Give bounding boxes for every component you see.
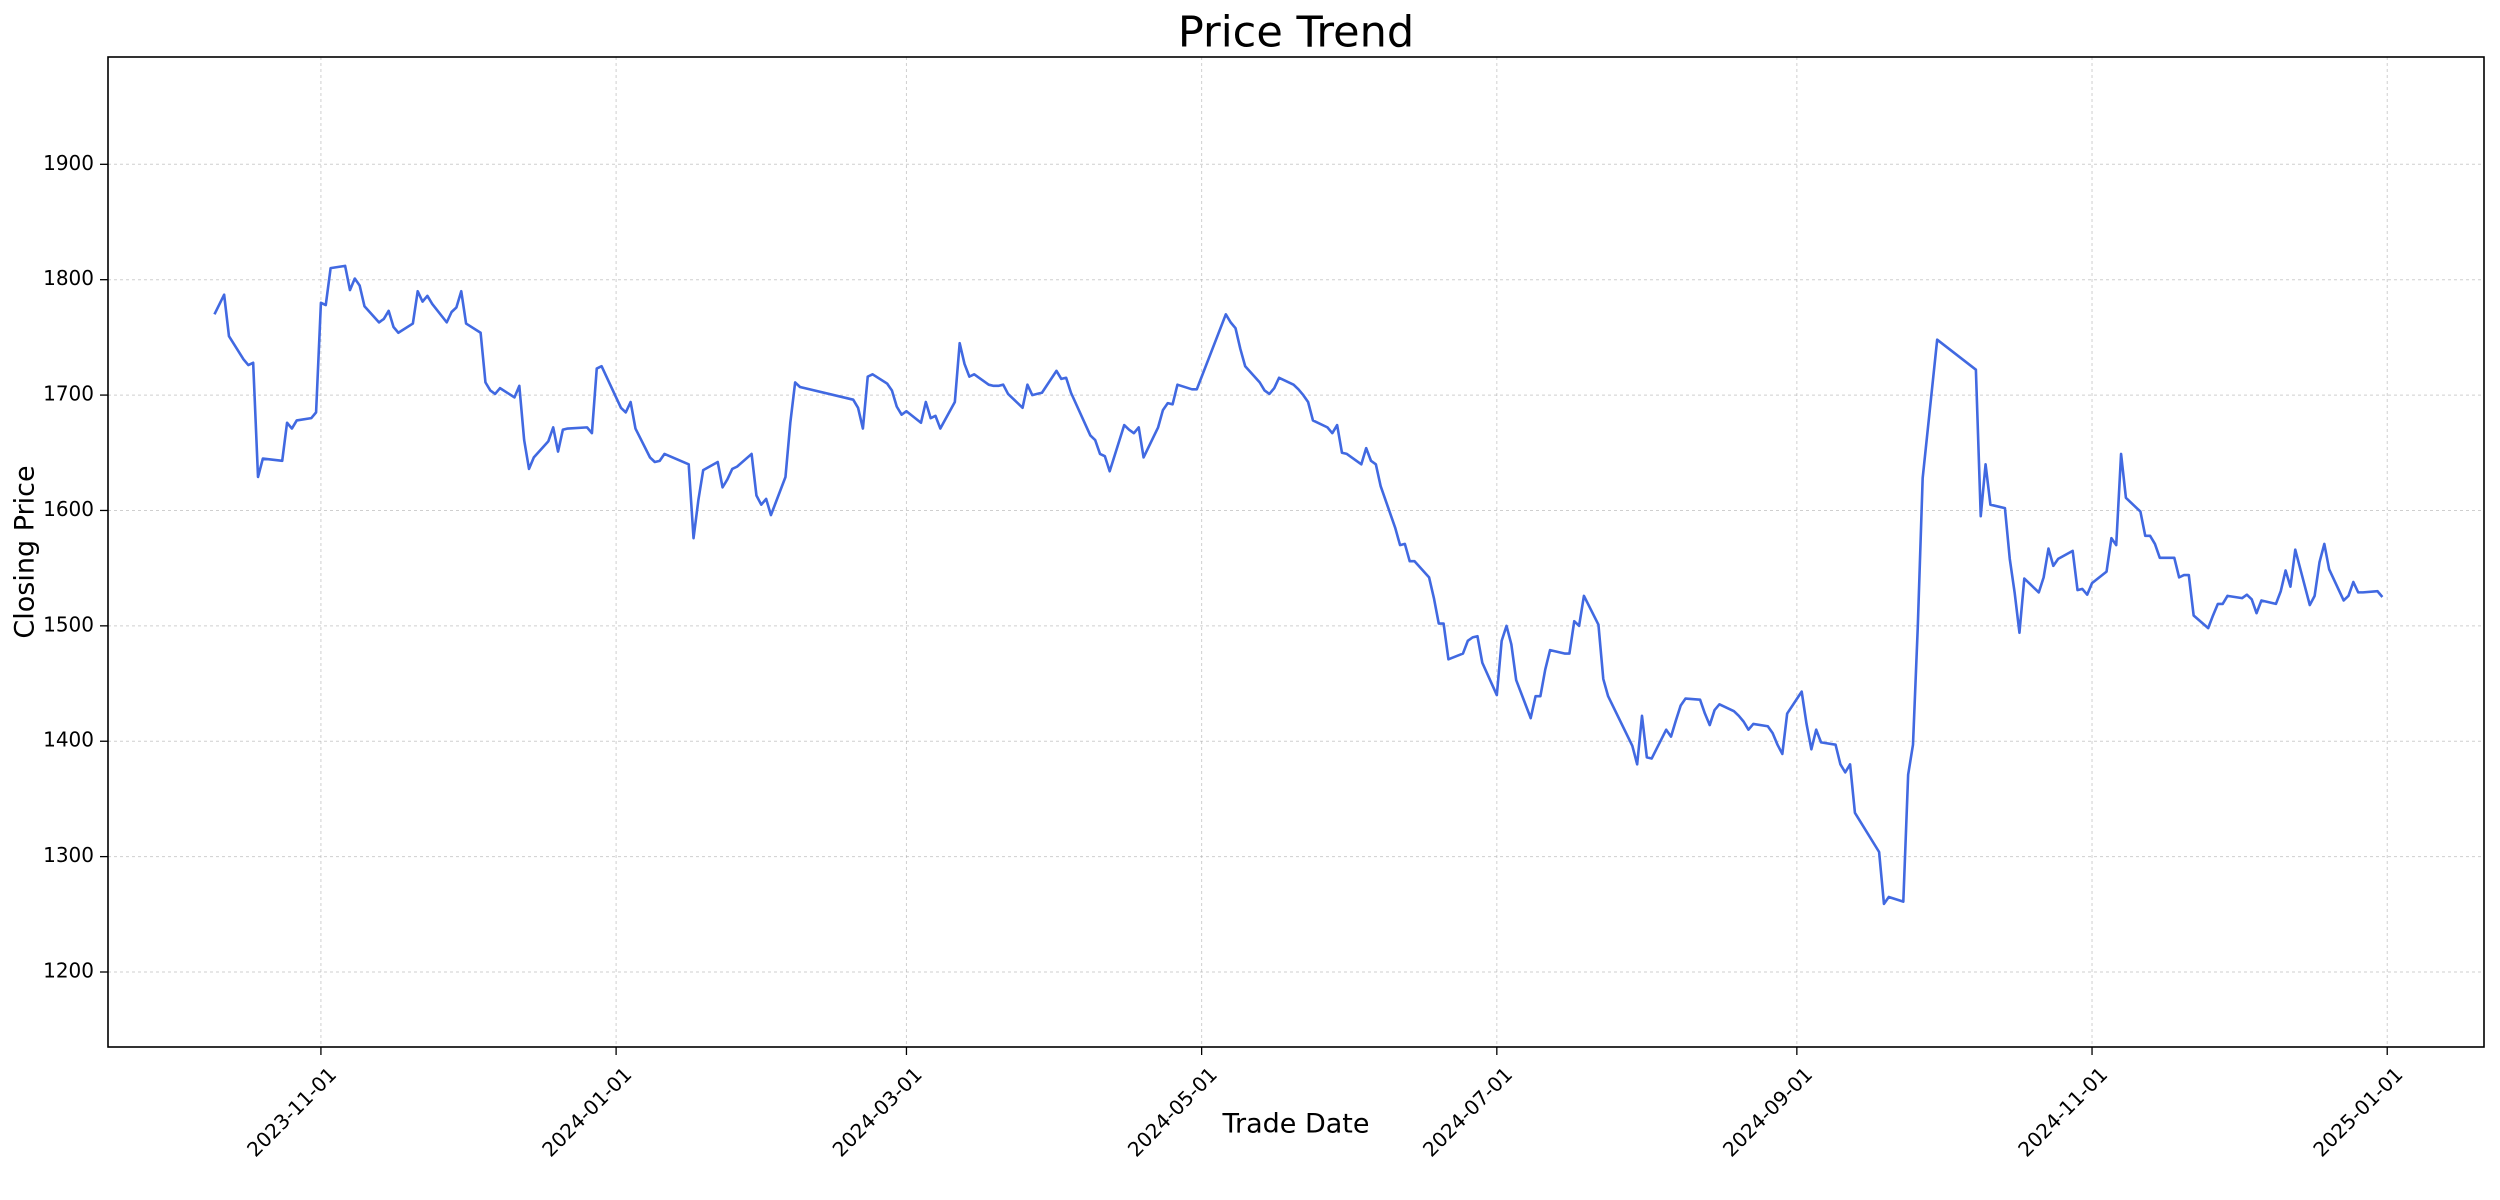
y-tick-label: 1200 (43, 959, 94, 983)
y-tick-label: 1900 (43, 151, 94, 175)
y-tick-label: 1300 (43, 843, 94, 867)
data-layer (213, 264, 2384, 906)
y-tick-label: 1700 (43, 382, 94, 406)
y-tick-label: 1400 (43, 728, 94, 752)
chart-title: Price Trend (1178, 8, 1414, 58)
y-tick-label: 1800 (43, 266, 94, 290)
y-axis-label: Closing Price (10, 465, 41, 638)
price-line (213, 264, 2384, 906)
plot-frame (107, 56, 2485, 1048)
grid-layer (108, 57, 2484, 1047)
x-axis-label: Trade Date (1221, 1109, 1369, 1140)
y-tick-label: 1500 (43, 612, 94, 636)
y-tick-label: 1600 (43, 497, 94, 521)
